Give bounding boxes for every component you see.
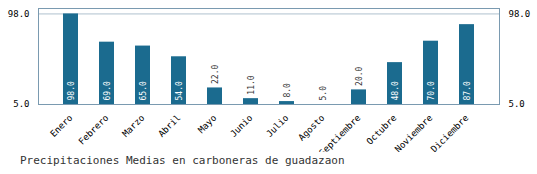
svg-text:8.0: 8.0: [283, 83, 292, 98]
svg-text:5.0: 5.0: [319, 86, 328, 101]
svg-text:Julio: Julio: [264, 113, 290, 139]
svg-text:48.0: 48.0: [391, 81, 400, 100]
svg-text:Agosto: Agosto: [296, 113, 326, 143]
svg-text:69.0: 69.0: [103, 81, 112, 100]
svg-text:Marzo: Marzo: [120, 113, 146, 139]
svg-text:98.0: 98.0: [509, 9, 531, 19]
svg-text:54.0: 54.0: [175, 81, 184, 100]
svg-text:Mayo: Mayo: [196, 113, 218, 135]
svg-text:Febrero: Febrero: [77, 113, 111, 147]
html-text:Precipitaciones Medias en carb: Precipitaciones Medias en carboneras de …: [20, 154, 345, 167]
svg-text:20.0: 20.0: [355, 66, 364, 85]
svg-text:5.0: 5.0: [509, 99, 525, 109]
svg-text:Septiembre: Septiembre: [317, 113, 362, 152]
svg-text:22.0: 22.0: [211, 64, 220, 83]
svg-text:Diciembre: Diciembre: [429, 113, 471, 152]
svg-text:5.0: 5.0: [13, 99, 29, 109]
svg-text:98.0: 98.0: [67, 81, 76, 100]
svg-text:Enero: Enero: [48, 113, 74, 139]
svg-text:70.0: 70.0: [427, 81, 436, 100]
svg-text:65.0: 65.0: [139, 81, 148, 100]
svg-text:87.0: 87.0: [463, 81, 472, 100]
svg-text:Junio: Junio: [228, 113, 254, 139]
svg-text:98.0: 98.0: [8, 9, 30, 19]
svg-text:Abril: Abril: [156, 113, 182, 139]
svg-text:Octubre: Octubre: [365, 113, 399, 147]
svg-text:Noviembre: Noviembre: [393, 113, 435, 152]
svg-text:11.0: 11.0: [247, 75, 256, 94]
